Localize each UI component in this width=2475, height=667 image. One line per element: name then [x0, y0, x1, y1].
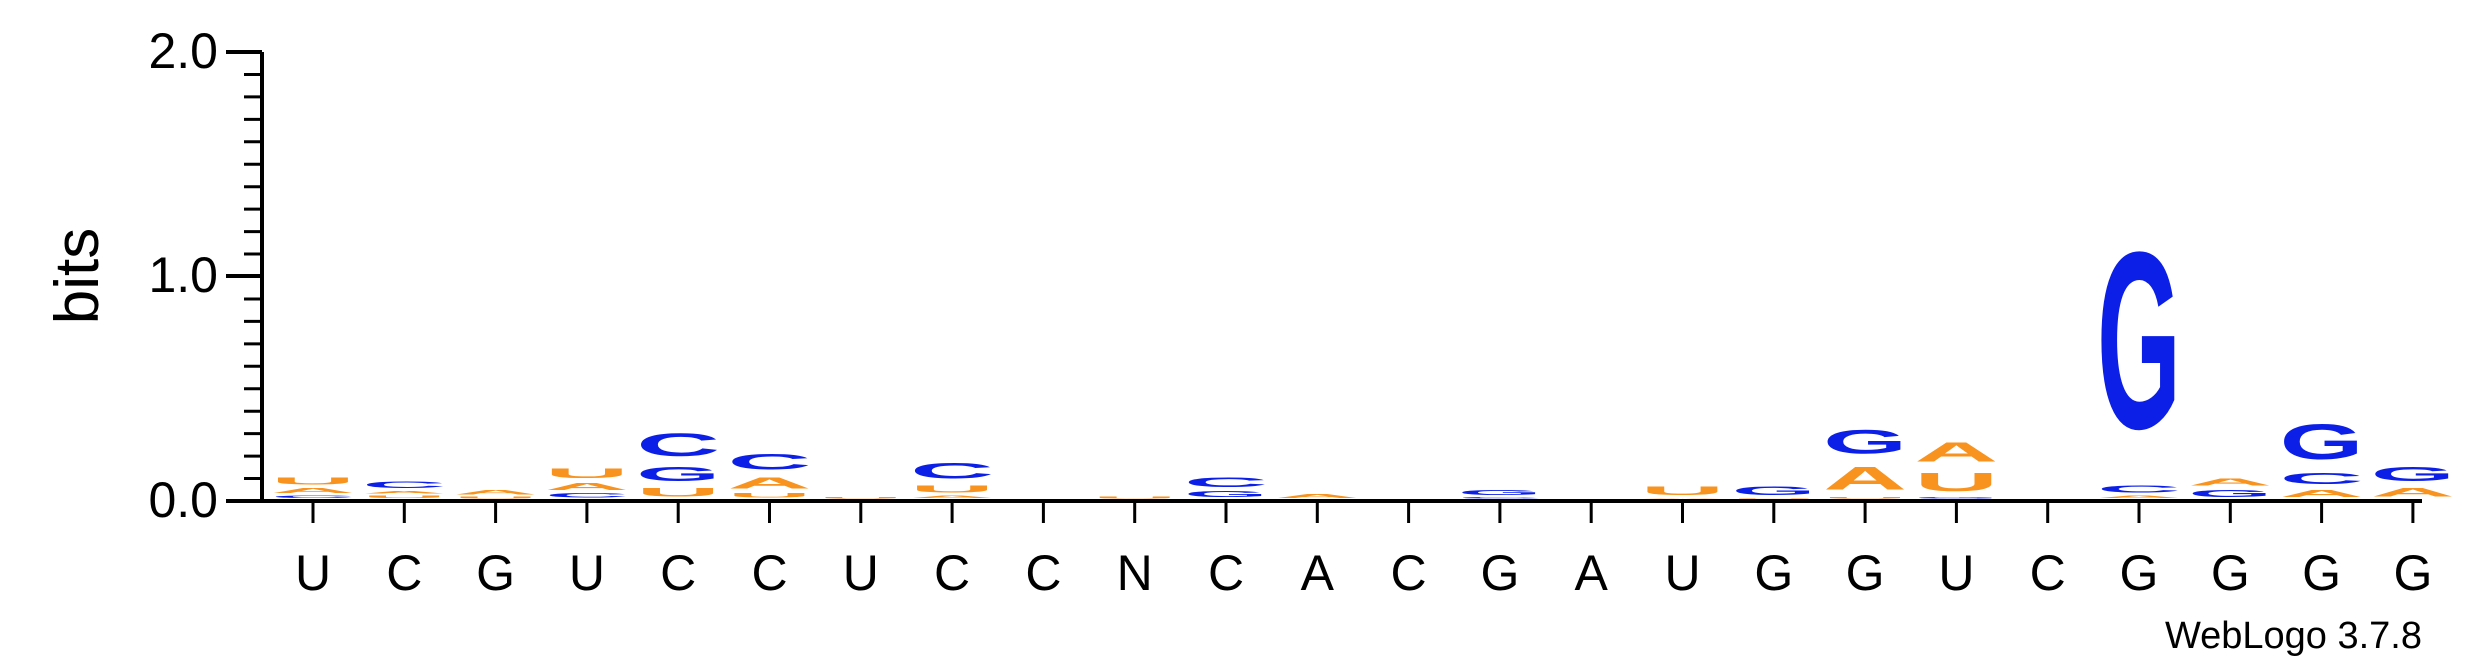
y-minor-ticks: [244, 72, 262, 481]
logo-letter-G: G: [1914, 497, 1998, 499]
logo-letter-C: C: [1458, 497, 1542, 499]
logo-letter-A: A: [545, 481, 629, 492]
logo-letter-C: C: [2097, 483, 2181, 494]
logo-letter-G: G: [1184, 490, 1268, 499]
x-tick-label: C: [934, 545, 970, 601]
x-tick-label: G: [2393, 545, 2432, 601]
logo-letter-G: G: [1732, 484, 1816, 497]
x-tick-label: G: [1754, 545, 1793, 601]
y-tick-label-2: 2.0: [148, 23, 218, 79]
x-tick-label: G: [1480, 545, 1519, 601]
logo-letter-U: U: [910, 483, 994, 494]
logo-letter-A: A: [1641, 498, 1725, 499]
logo-letter-A: A: [2371, 485, 2455, 499]
x-tick-label: C: [751, 545, 787, 601]
logo-letter-G: G: [2371, 463, 2455, 485]
logo-letter-G: G: [2097, 200, 2181, 482]
x-tick-label: G: [1846, 545, 1885, 601]
logo-letter-U: U: [1641, 484, 1725, 498]
logo-letter-A: A: [728, 474, 812, 492]
x-tick-label: U: [295, 545, 331, 601]
logo-letter-G: G: [1458, 489, 1542, 497]
logo-letter-C: C: [636, 427, 720, 463]
x-tick-label: G: [2120, 545, 2159, 601]
logo-letter-C: C: [1184, 474, 1268, 490]
x-tick-label: C: [1025, 545, 1061, 601]
weblogo-version: WebLogo 3.7.8: [2165, 615, 2422, 657]
logo-letter-U: U: [1823, 497, 1907, 499]
x-tick-label: C: [1208, 545, 1244, 601]
logo-letter-U: U: [728, 492, 812, 499]
x-tick-label: C: [386, 545, 422, 601]
y-tick-label-0: 0.0: [148, 472, 218, 528]
logo-letter-C: C: [271, 495, 355, 499]
logo-letter-A: A: [362, 490, 446, 494]
logo-letter-C: C: [728, 449, 812, 474]
x-tick-label: U: [1938, 545, 1974, 601]
logo-letter-A: A: [2188, 477, 2272, 488]
x-tick-label: U: [1664, 545, 1700, 601]
logo-letter-G: G: [1823, 423, 1907, 461]
x-tick-label: G: [2211, 545, 2250, 601]
logo-letter-A: A: [1914, 436, 1998, 468]
logo-letter-U: U: [362, 495, 446, 499]
x-tick-label: C: [2030, 545, 2066, 601]
x-tick-label: G: [2302, 545, 2341, 601]
y-axis-label: bits: [43, 228, 112, 324]
logo-letter-A: A: [1275, 493, 1359, 499]
logo-letter-A: A: [271, 487, 355, 495]
logo-letter-A: A: [2097, 495, 2181, 499]
logo-letter-C: C: [2280, 470, 2364, 488]
logo-letter-U: U: [545, 465, 629, 481]
logo-letter-A: A: [910, 495, 994, 499]
logo-letter-G: G: [2188, 488, 2272, 499]
x-tick-label: U: [569, 545, 605, 601]
logo-letter-A: A: [1823, 461, 1907, 497]
logo-letter-U: U: [1732, 498, 1816, 499]
x-tick-label: C: [1391, 545, 1427, 601]
logo-letter-U: U: [1093, 496, 1177, 499]
logo-letter-U: U: [636, 485, 720, 499]
y-tick-label-1: 1.0: [148, 247, 218, 303]
x-tick-label: A: [1575, 545, 1609, 601]
logo-letter-U: U: [454, 496, 538, 499]
logo-letter-C: C: [910, 458, 994, 483]
x-tick-label: G: [476, 545, 515, 601]
x-tick-label: N: [1117, 545, 1153, 601]
x-tick-label: U: [843, 545, 879, 601]
x-tick-label: A: [1301, 545, 1335, 601]
logo-letter-U: U: [819, 497, 903, 499]
logo-letter-A: A: [454, 489, 538, 496]
logo-letter-G: G: [636, 463, 720, 485]
x-tick-label: C: [660, 545, 696, 601]
logo-letter-U: U: [1914, 468, 1998, 497]
logo-letter-C: C: [545, 492, 629, 499]
logo-letter-U: U: [271, 475, 355, 486]
logo-letter-G: G: [2280, 414, 2364, 470]
logo-letter-C: C: [362, 480, 446, 490]
logo-letter-A: A: [2280, 488, 2364, 499]
